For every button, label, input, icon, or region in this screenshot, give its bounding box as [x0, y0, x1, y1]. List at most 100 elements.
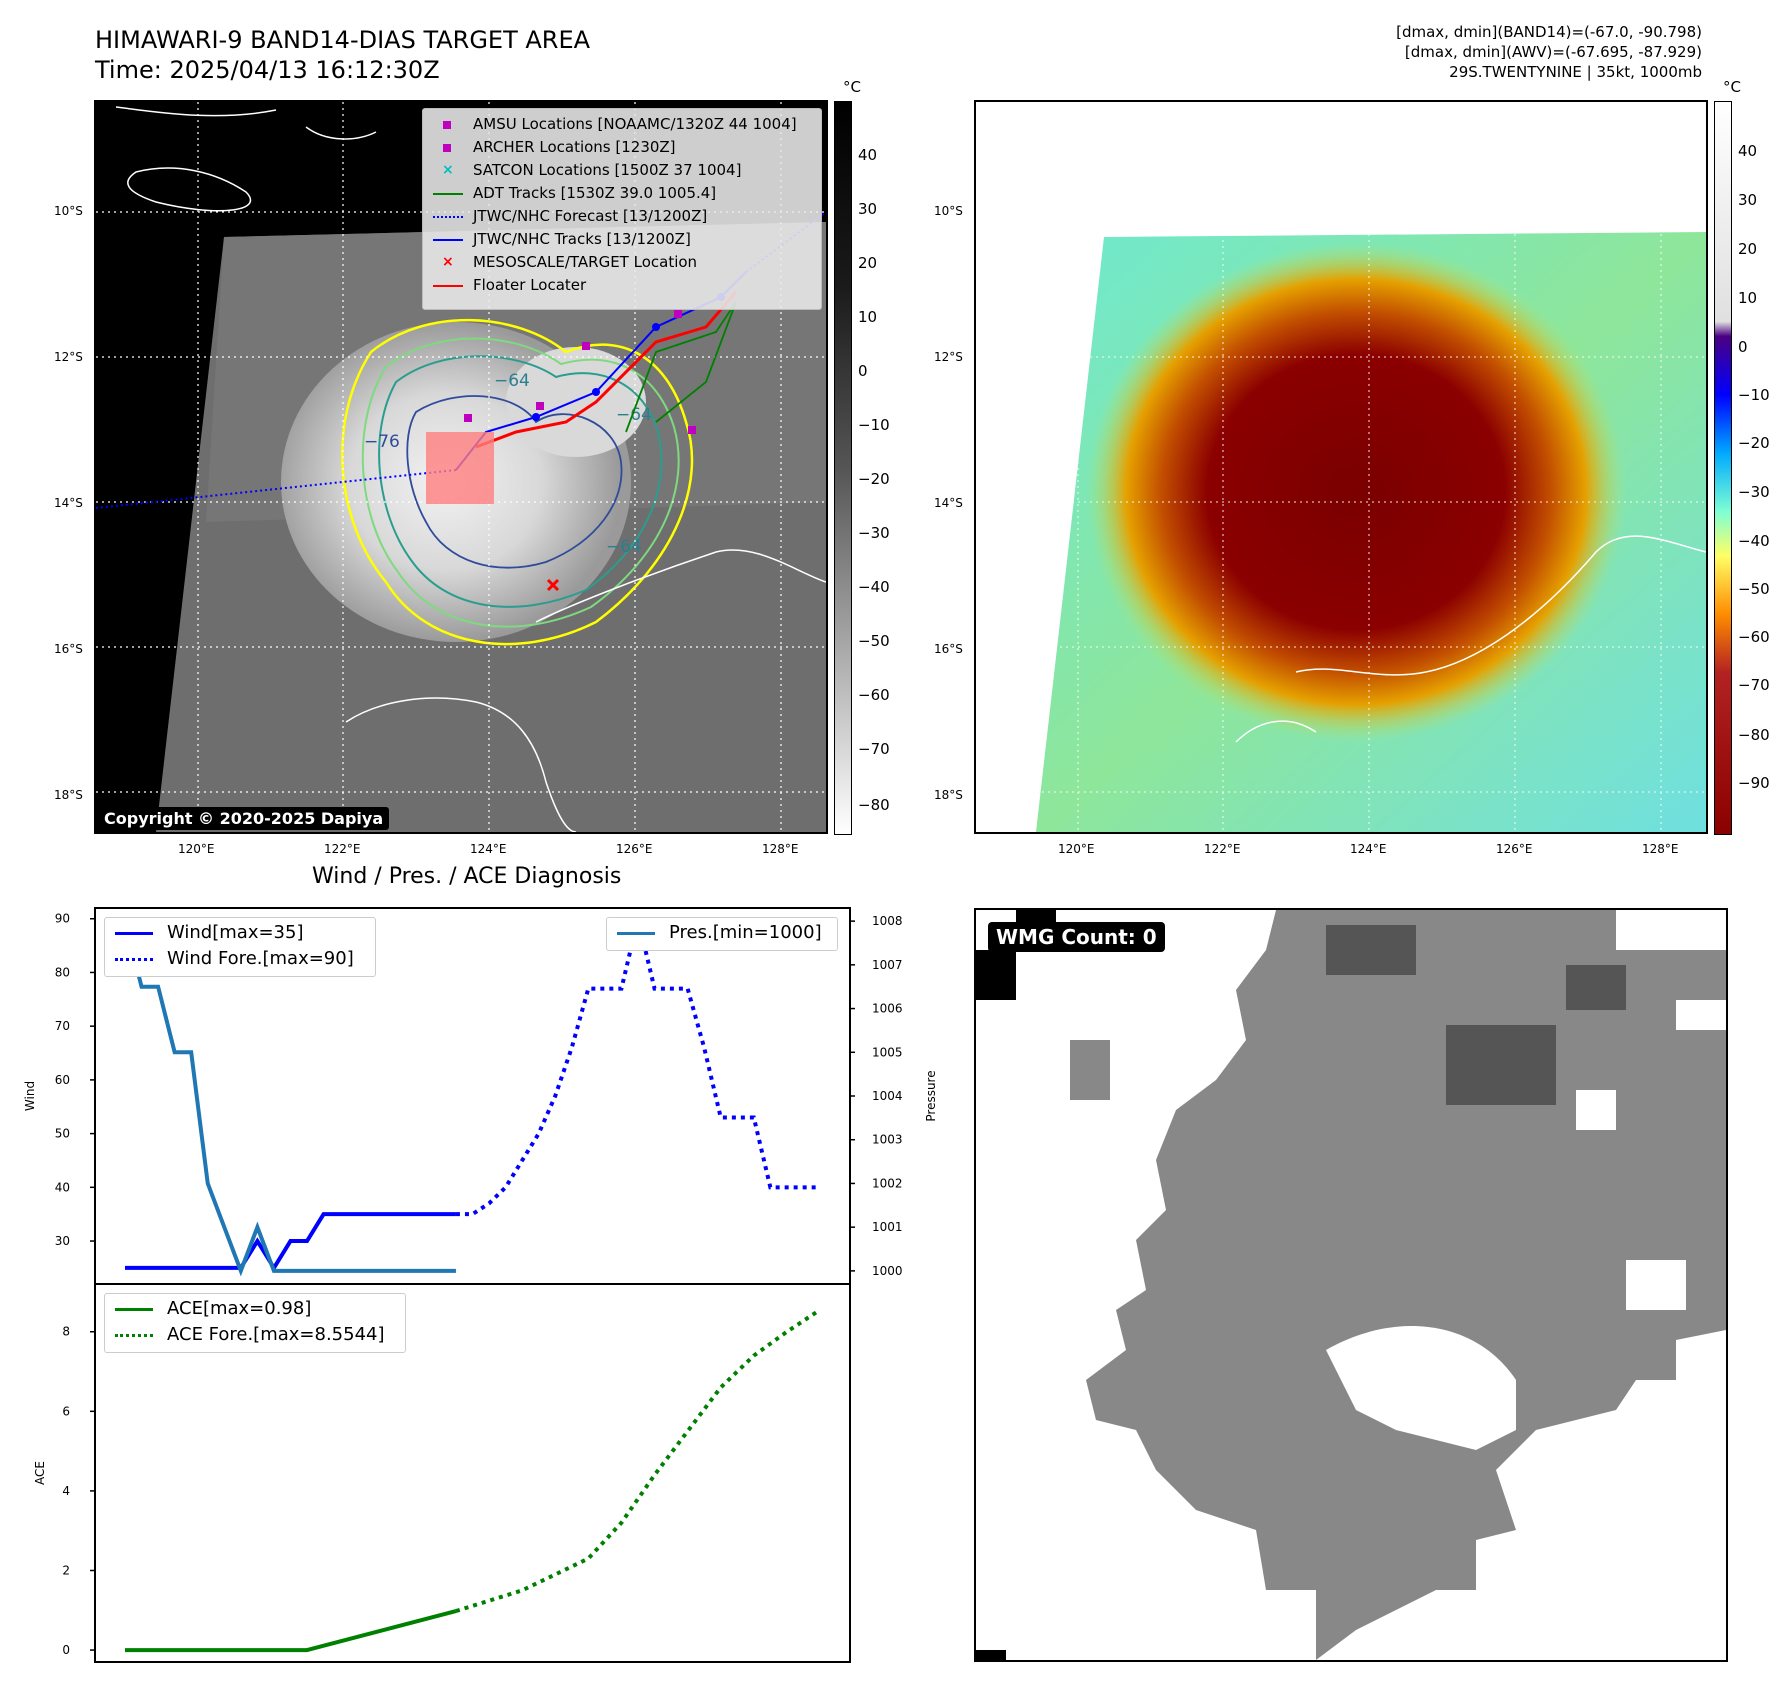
cloud-mass-color	[1086, 242, 1626, 742]
square-marker-icon	[443, 121, 451, 129]
lat-label-16s: 16°S	[54, 642, 83, 656]
ace-axis-label: ACE	[33, 1461, 47, 1485]
pressure-tick-label: 1000	[872, 1264, 903, 1278]
wind-axis-label: Wind	[23, 1081, 37, 1111]
line-dot-icon	[433, 239, 463, 241]
legend-item-archer: ARCHER Locations [1230Z]	[423, 136, 821, 159]
coastline-australia	[345, 549, 826, 832]
amsu-archer-markers	[464, 310, 696, 434]
lon-label-124e: 124°E	[470, 842, 507, 856]
legend-pressure: Pres.[min=1000]	[607, 918, 837, 948]
pressure-tick-label: 1001	[872, 1220, 903, 1234]
solid-line-icon	[115, 1308, 153, 1311]
lon-label-122e: 122°E	[324, 842, 361, 856]
ace-tick-label: 4	[62, 1484, 70, 1498]
coastline-north	[115, 106, 377, 212]
legend-ace: ACE[max=0.98]	[105, 1296, 405, 1322]
wmg-clear-area	[1326, 1326, 1516, 1450]
color-colorbar	[1714, 101, 1732, 835]
wmg-map-svg	[976, 910, 1726, 1660]
wind-tick-label: 70	[55, 1019, 70, 1033]
ace-axes-frame	[94, 1283, 851, 1663]
series-wind-fore-line	[455, 918, 820, 1217]
forecast-track-west	[96, 469, 457, 509]
info-band14: [dmax, dmin](BAND14)=(-67.0, -90.798)	[1396, 23, 1702, 41]
map-legend: AMSU Locations [NOAAMC/1320Z 44 1004] AR…	[422, 108, 822, 310]
contour-label-1: −64	[494, 371, 530, 391]
info-storm: 29S.TWENTYNINE | 35kt, 1000mb	[1449, 63, 1702, 81]
pressure-tick-label: 1007	[872, 958, 903, 972]
ace-tick-label: 6	[62, 1404, 70, 1418]
grayscale-ir-map: −64 −76 −64 −64	[94, 100, 828, 834]
lat-label-10s-right: 10°S	[934, 204, 963, 218]
series-windline	[125, 1212, 456, 1272]
lat-label-10s: 10°S	[54, 204, 83, 218]
solid-line-icon	[617, 932, 655, 935]
line-marker-icon	[433, 193, 463, 195]
info-awv: [dmax, dmin](AWV)=(-67.695, -87.929)	[1404, 43, 1702, 61]
legend-item-mesoscale: × MESOSCALE/TARGET Location	[442, 253, 698, 271]
pressure-tick-label: 1006	[872, 1002, 903, 1016]
lon-label-120e-right: 120°E	[1058, 842, 1095, 856]
color-map-gridlines	[976, 102, 1706, 832]
legend-wind-forecast: Wind Fore.[max=90]	[105, 946, 375, 972]
wind-tick-label: 60	[55, 1073, 70, 1087]
series-pres-line	[123, 920, 456, 1277]
ace-legend: ACE[max=0.98] ACE Fore.[max=8.5544]	[104, 1293, 406, 1353]
target-area-box	[426, 432, 494, 504]
lon-label-128e: 128°E	[762, 842, 799, 856]
wmg-dark-block	[1446, 1025, 1556, 1105]
wind-tick-label: 30	[55, 1234, 70, 1248]
square-marker-icon	[443, 144, 451, 152]
series-ace-fore-line	[455, 1308, 822, 1613]
line-marker-icon	[433, 285, 463, 287]
dotted-line-icon	[433, 216, 463, 218]
coastline-color	[1235, 535, 1706, 743]
ace-y-ticks: 0 2 4 6 8	[62, 1325, 95, 1657]
wind-legend: Wind[max=35] Wind Fore.[max=90]	[104, 917, 376, 977]
ace-tick-label: 8	[62, 1325, 70, 1339]
legend-item-jtwc-tracks: JTWC/NHC Tracks [13/1200Z]	[423, 228, 821, 251]
pressure-tick-label: 1004	[872, 1089, 903, 1103]
ace-tick-label: 0	[62, 1643, 70, 1657]
header-info: [dmax, dmin](BAND14)=(-67.0, -90.798) [d…	[1396, 22, 1702, 82]
legend-item-jtwc-forecast: JTWC/NHC Forecast [13/1200Z]	[423, 205, 821, 228]
floater-track	[475, 291, 738, 449]
gray-colorbar	[834, 101, 852, 835]
solid-line-icon	[115, 932, 153, 935]
diagnosis-title: Wind / Pres. / ACE Diagnosis	[312, 864, 622, 889]
pressure-tick-label: 1002	[872, 1176, 903, 1190]
contour-yellow	[341, 318, 694, 646]
wind-tick-label: 80	[55, 965, 70, 979]
mesoscale-target-marker	[546, 578, 560, 592]
contour-label-4: −64	[606, 537, 642, 557]
lat-label-12s: 12°S	[54, 350, 83, 364]
pressure-tick-label: 1003	[872, 1133, 903, 1147]
contour-lightgreen	[361, 337, 680, 628]
lat-label-18s-right: 18°S	[934, 788, 963, 802]
legend-item-amsu: AMSU Locations [NOAAMC/1320Z 44 1004]	[423, 113, 821, 136]
lon-label-126e-right: 126°E	[1496, 842, 1533, 856]
gray-colorbar-unit: °C	[843, 78, 861, 96]
lon-label-120e: 120°E	[178, 842, 215, 856]
lat-label-16s-right: 16°S	[934, 642, 963, 656]
wind-tick-label: 40	[55, 1180, 70, 1194]
color-ir-map	[974, 100, 1708, 834]
legend-ace-forecast: ACE Fore.[max=8.5544]	[105, 1322, 405, 1348]
pressure-y-ticks: 1000 1001 1002 1003 1004 1005 1006 1007 1008	[850, 914, 903, 1278]
lon-label-128e-right: 128°E	[1642, 842, 1679, 856]
wmg-count-badge: WMG Count: 0	[988, 922, 1165, 952]
contour-label-2: −76	[364, 432, 400, 452]
legend-item-adt: ADT Tracks [1530Z 39.0 1005.4]	[423, 182, 821, 205]
pressure-legend: Pres.[min=1000]	[606, 917, 838, 951]
wmg-black-block	[976, 950, 1016, 1000]
lat-label-14s: 14°S	[54, 496, 83, 510]
copyright-badge: Copyright © 2020-2025 Dapiya	[98, 807, 390, 830]
color-map-svg	[976, 102, 1706, 832]
ace-tick-label: 2	[62, 1563, 70, 1577]
legend-item-floater: Floater Locater	[423, 274, 821, 297]
x-marker-icon: ×	[442, 162, 454, 178]
contour-label-3: −64	[616, 405, 652, 425]
dotted-line-icon	[115, 1334, 153, 1337]
